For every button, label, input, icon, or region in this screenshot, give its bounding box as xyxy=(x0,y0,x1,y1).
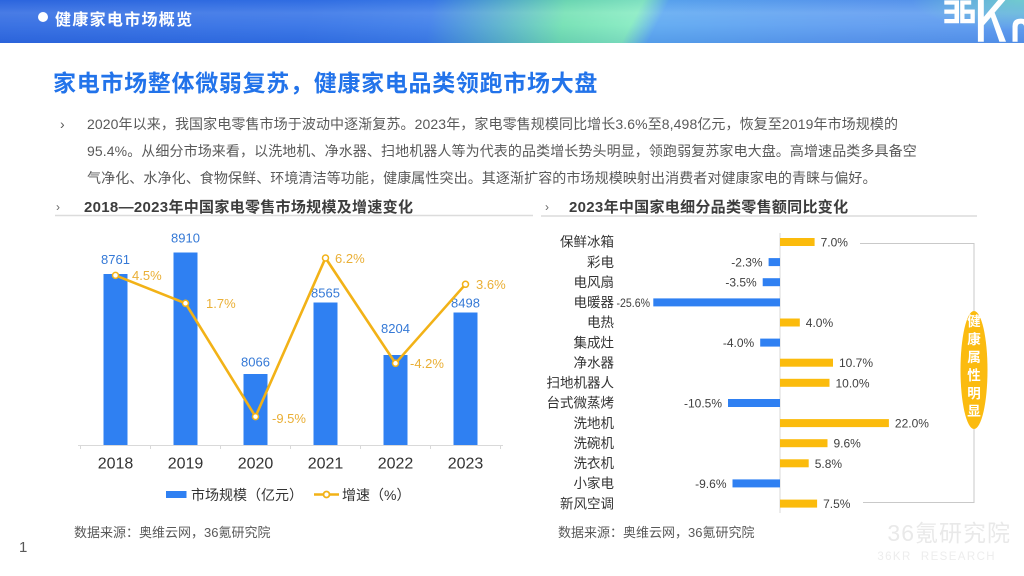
svg-text:10.0%: 10.0% xyxy=(836,376,870,390)
svg-text:2022: 2022 xyxy=(378,456,414,473)
svg-text:9.6%: 9.6% xyxy=(834,437,862,451)
svg-text:性: 性 xyxy=(967,367,981,383)
svg-text:市场规模（亿元）: 市场规模（亿元） xyxy=(191,487,303,503)
svg-text:›: › xyxy=(545,200,549,214)
svg-text:电风扇: 电风扇 xyxy=(574,275,615,290)
svg-text:健: 健 xyxy=(967,313,981,329)
svg-text:电热: 电热 xyxy=(587,315,615,330)
svg-text:彩电: 彩电 xyxy=(587,255,614,270)
svg-text:8565: 8565 xyxy=(311,286,340,301)
svg-text:2018—2023年中国家电零售市场规模及增速变化: 2018—2023年中国家电零售市场规模及增速变化 xyxy=(84,198,413,216)
svg-text:2020: 2020 xyxy=(238,456,274,473)
svg-text:4.0%: 4.0% xyxy=(806,316,834,330)
svg-text:8204: 8204 xyxy=(381,321,410,336)
svg-text:-25.6%: -25.6% xyxy=(617,296,651,310)
svg-text:8910: 8910 xyxy=(171,231,200,246)
svg-text:6.2%: 6.2% xyxy=(335,251,365,266)
svg-text:4.5%: 4.5% xyxy=(132,268,162,283)
svg-text:-9.5%: -9.5% xyxy=(272,411,306,426)
svg-text:2021: 2021 xyxy=(308,456,344,473)
svg-text:保鲜冰箱: 保鲜冰箱 xyxy=(560,235,614,250)
svg-text:2019: 2019 xyxy=(168,456,204,473)
svg-text:-3.5%: -3.5% xyxy=(725,276,757,290)
svg-text:-9.6%: -9.6% xyxy=(695,477,727,491)
svg-text:康: 康 xyxy=(967,331,981,347)
svg-text:扫地机器人: 扫地机器人 xyxy=(547,376,615,391)
svg-text:小家电: 小家电 xyxy=(574,475,615,491)
svg-text:显: 显 xyxy=(967,404,981,419)
svg-text:-10.5%: -10.5% xyxy=(684,397,722,411)
svg-text:8066: 8066 xyxy=(241,355,270,370)
svg-text:8761: 8761 xyxy=(101,252,130,267)
svg-text:›: › xyxy=(56,200,60,214)
svg-text:电暖器: 电暖器 xyxy=(574,295,615,310)
svg-text:明: 明 xyxy=(967,386,981,401)
svg-text:5.8%: 5.8% xyxy=(815,457,843,471)
svg-text:数据来源：奥维云网，36氪研究院: 数据来源：奥维云网，36氪研究院 xyxy=(74,525,270,540)
svg-text:8498: 8498 xyxy=(451,296,480,311)
svg-text:10.7%: 10.7% xyxy=(839,356,873,370)
svg-text:2023年中国家电细分品类零售额同比变化: 2023年中国家电细分品类零售额同比变化 xyxy=(569,198,848,216)
svg-text:属: 属 xyxy=(967,350,981,365)
svg-text:洗碗机: 洗碗机 xyxy=(574,436,615,451)
svg-text:-2.3%: -2.3% xyxy=(731,256,763,270)
svg-text:7.0%: 7.0% xyxy=(821,236,849,250)
svg-text:净水器: 净水器 xyxy=(574,355,615,370)
svg-text:台式微蒸烤: 台式微蒸烤 xyxy=(547,396,615,411)
svg-text:2023: 2023 xyxy=(448,456,484,473)
svg-text:新风空调: 新风空调 xyxy=(560,496,614,511)
svg-text:洗地机: 洗地机 xyxy=(574,416,615,431)
svg-text:2018: 2018 xyxy=(98,456,134,473)
svg-text:-4.0%: -4.0% xyxy=(723,336,755,350)
svg-text:7.5%: 7.5% xyxy=(823,497,851,511)
svg-text:1.7%: 1.7% xyxy=(206,296,236,311)
svg-text:-4.2%: -4.2% xyxy=(410,356,444,371)
svg-text:集成灶: 集成灶 xyxy=(574,335,615,350)
svg-text:22.0%: 22.0% xyxy=(895,417,929,431)
svg-text:3.6%: 3.6% xyxy=(476,277,506,292)
svg-text:数据来源：奥维云网，36氪研究院: 数据来源：奥维云网，36氪研究院 xyxy=(558,525,754,540)
svg-text:增速（%）: 增速（%） xyxy=(342,487,410,503)
svg-text:洗衣机: 洗衣机 xyxy=(574,456,615,471)
